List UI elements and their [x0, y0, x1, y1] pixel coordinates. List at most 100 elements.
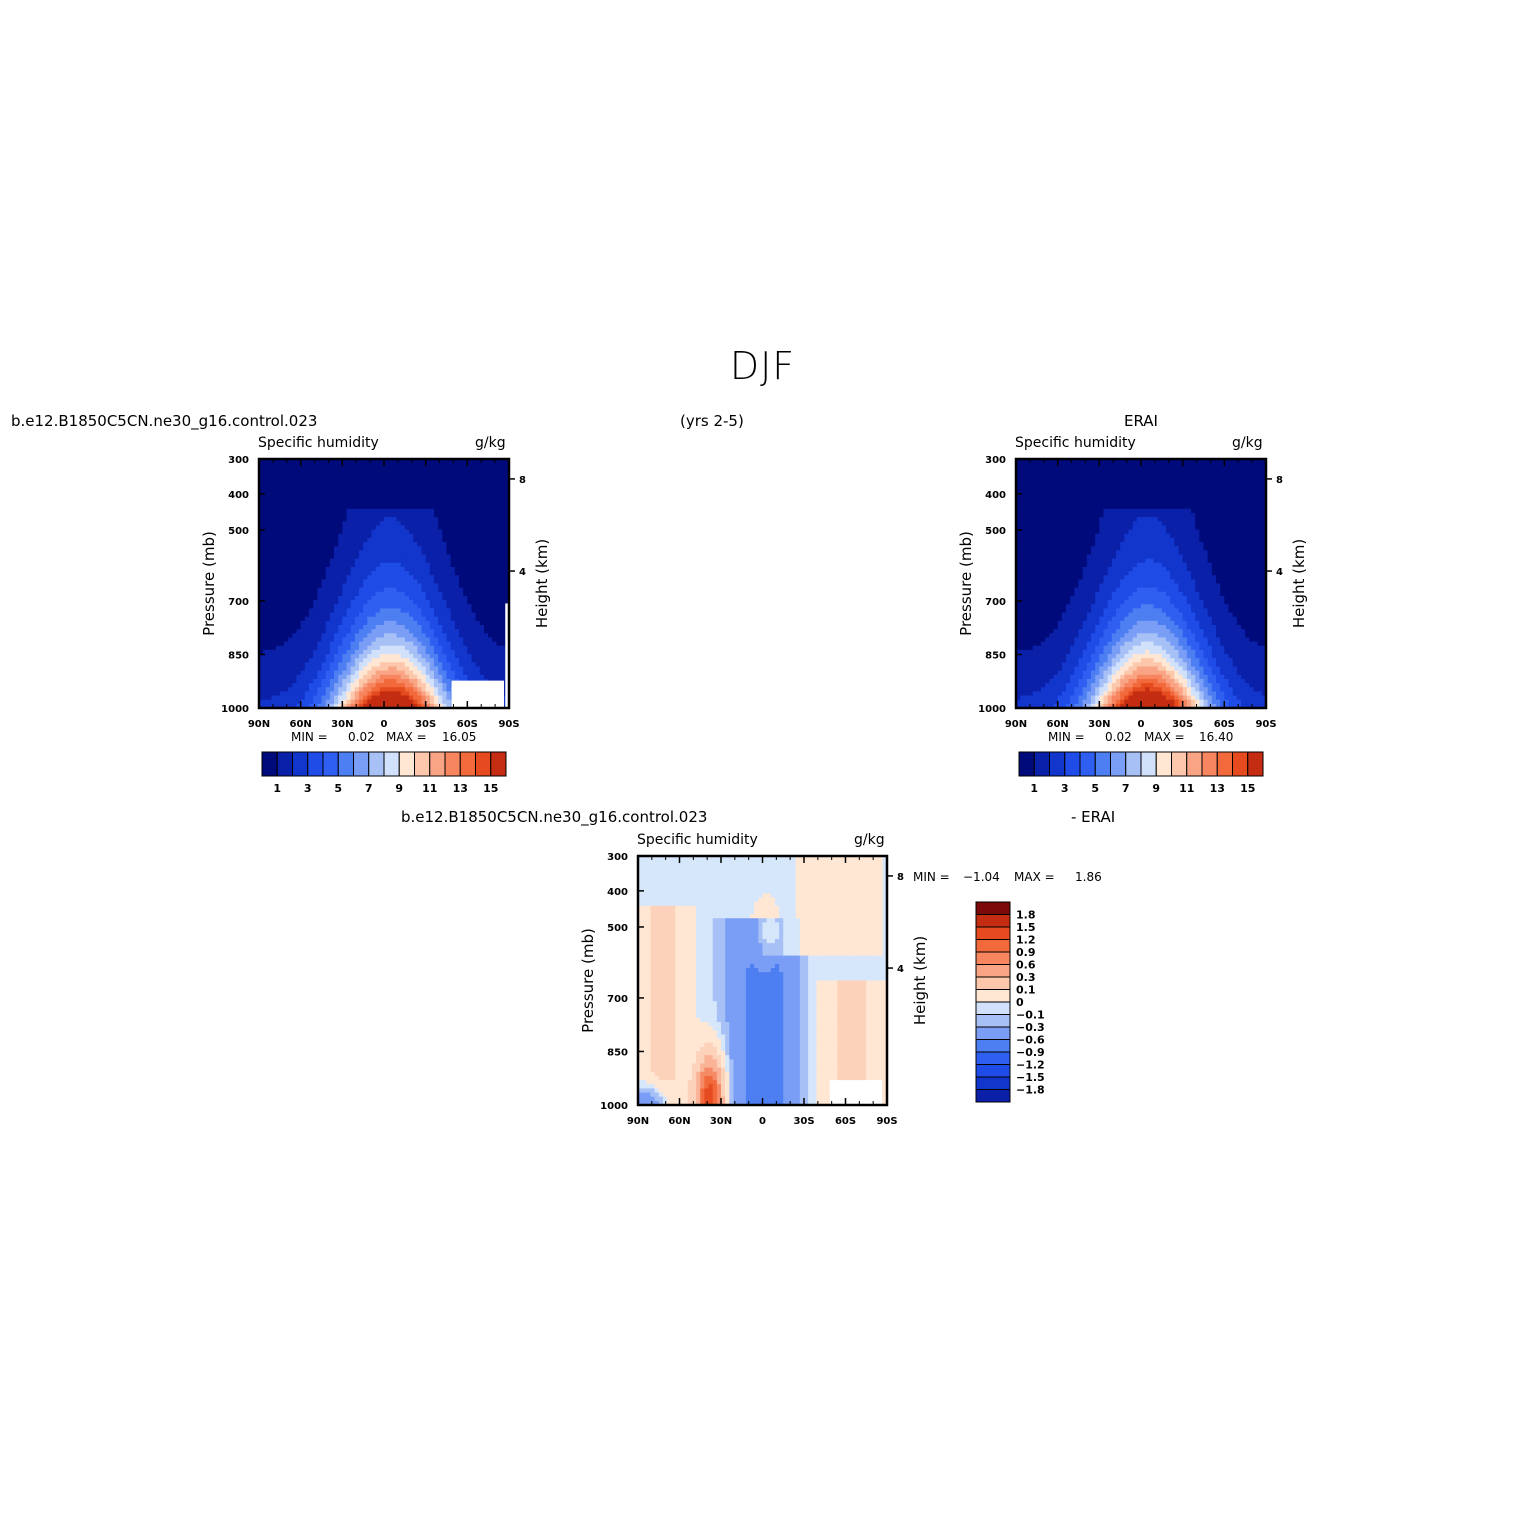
model-cell — [259, 691, 264, 697]
model-cell — [479, 558, 485, 564]
model-cell — [434, 512, 439, 518]
model-cell — [438, 500, 443, 506]
model-cell — [275, 620, 281, 626]
model-cell — [371, 645, 377, 651]
model-cell — [450, 625, 456, 630]
model-cell — [404, 637, 410, 643]
model-cell — [329, 645, 335, 651]
model-cell — [479, 529, 485, 535]
model-cell — [384, 533, 389, 539]
model-cell — [338, 463, 343, 468]
obs-cell — [1261, 521, 1267, 526]
model-cell — [317, 575, 323, 580]
model-cell — [375, 575, 381, 580]
obs-cell — [1032, 521, 1038, 526]
model-cell — [338, 566, 343, 572]
model-cell — [371, 699, 377, 705]
model-cell — [271, 662, 277, 668]
model-cell — [438, 587, 443, 593]
model-cell — [375, 595, 381, 601]
obs-cell — [1028, 500, 1034, 506]
obs-cell — [1136, 508, 1142, 514]
obs-cell — [1166, 537, 1171, 543]
model-cell — [334, 683, 339, 688]
model-cell — [479, 654, 485, 659]
model-cell — [463, 620, 468, 626]
model-cell — [363, 488, 368, 493]
model-cell — [259, 542, 264, 547]
model-cell — [471, 562, 477, 568]
model-cell — [292, 546, 298, 551]
model-cell — [425, 566, 431, 572]
model-cell — [367, 633, 373, 639]
model-cell — [479, 591, 485, 597]
obs-cell — [1174, 517, 1180, 522]
model-cell — [350, 566, 356, 572]
model-cell — [492, 583, 498, 589]
model-cell — [479, 579, 485, 585]
model-cell — [325, 546, 331, 551]
model-cell — [346, 595, 352, 601]
model-cell — [275, 637, 281, 643]
model-cell — [446, 608, 452, 614]
model-cell — [492, 587, 498, 593]
obs-cell — [1174, 529, 1180, 535]
model-cell — [463, 645, 468, 651]
model-cell — [463, 554, 468, 560]
model-cell — [346, 625, 352, 630]
model-cell — [346, 566, 352, 572]
model-cell — [384, 637, 389, 643]
obs-cell — [1111, 517, 1117, 522]
model-cell — [288, 683, 293, 688]
obs-cell — [1053, 475, 1059, 481]
model-cell — [367, 629, 373, 634]
obs-cell — [1249, 475, 1255, 481]
model-cell — [346, 641, 352, 647]
model-cell — [421, 529, 427, 535]
model-cell — [404, 504, 410, 510]
obs-cell — [1195, 517, 1200, 522]
model-cell — [413, 637, 418, 643]
obs-cell — [1053, 533, 1059, 539]
model-cell — [321, 691, 327, 697]
obs-cell — [1120, 496, 1125, 502]
model-cell — [404, 479, 410, 485]
model-cell — [484, 616, 489, 622]
model-cell — [267, 566, 273, 572]
model-cell — [329, 512, 335, 518]
model-cell — [467, 542, 473, 547]
model-cell — [384, 629, 389, 634]
model-cell — [309, 500, 314, 506]
model-cell — [488, 483, 493, 489]
model-cell — [434, 666, 439, 672]
model-cell — [296, 691, 302, 697]
obs-cell — [1253, 483, 1259, 489]
model-cell — [479, 459, 485, 464]
model-cell — [413, 616, 418, 622]
obs-cell — [1203, 496, 1209, 502]
model-cell — [271, 558, 277, 564]
model-cell — [409, 583, 414, 589]
model-cell — [434, 488, 439, 493]
obs-cell — [1199, 521, 1205, 526]
model-cell — [504, 508, 510, 514]
model-cell — [271, 612, 277, 618]
model-cell — [304, 504, 310, 510]
model-cell — [292, 517, 298, 522]
model-cell — [475, 463, 481, 468]
model-cell — [384, 542, 389, 547]
model-cell — [263, 595, 268, 601]
model-cell — [271, 587, 277, 593]
model-cell — [500, 591, 506, 597]
model-cell — [484, 658, 489, 663]
obs-cell — [1199, 508, 1205, 514]
obs-cell — [1203, 512, 1209, 518]
obs-cell — [1207, 504, 1213, 510]
model-cell — [271, 583, 277, 589]
model-cell — [429, 649, 435, 655]
model-cell — [313, 612, 318, 618]
obs-cell — [1220, 463, 1225, 468]
model-cell — [309, 521, 314, 526]
obs-cell — [1132, 500, 1138, 506]
model-cell — [500, 670, 506, 676]
